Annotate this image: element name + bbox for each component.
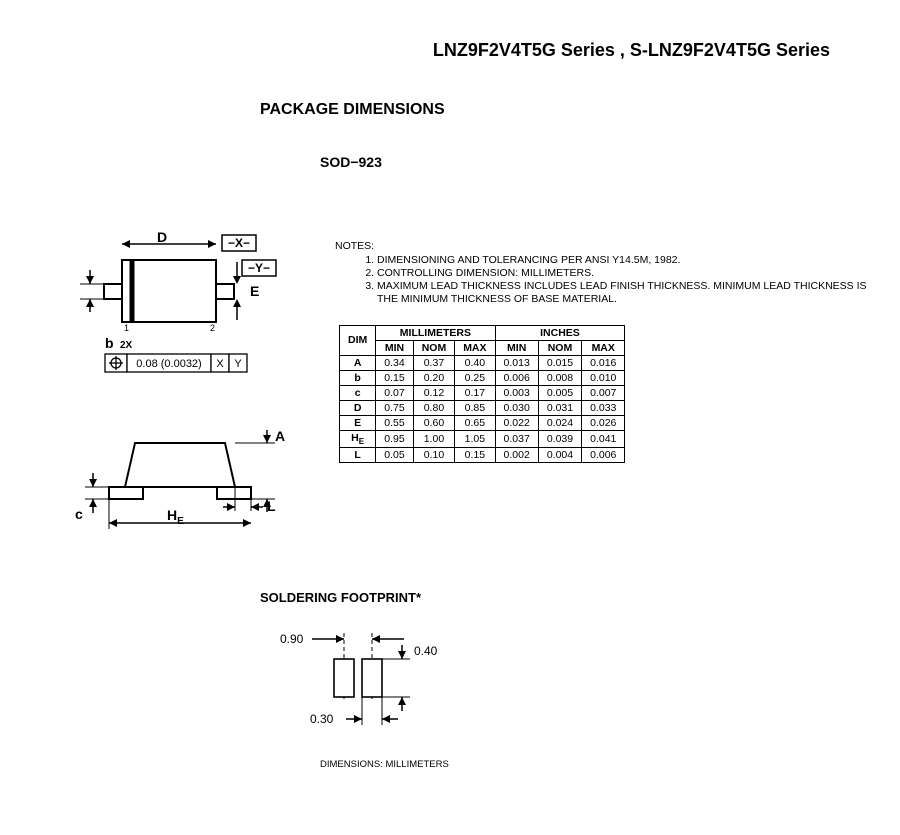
section-title: PACKAGE DIMENSIONS: [260, 101, 870, 119]
pin-2: 2: [210, 323, 215, 333]
table-row: MINNOMMAX MINNOMMAX: [340, 340, 625, 355]
package-side-view-diagram: A c L: [75, 425, 295, 540]
label-b2x: 2X: [120, 340, 133, 351]
fp-spacing: 0.90: [280, 632, 304, 646]
dimensions-table: DIM MILLIMETERS INCHES MINNOMMAX MINNOMM…: [339, 325, 625, 463]
fp-pad-w: 0.30: [310, 712, 334, 726]
label-D: D: [157, 230, 167, 245]
label-Y: −Y−: [248, 261, 270, 275]
label-b: b: [105, 335, 114, 351]
label-X: −X−: [228, 236, 250, 250]
package-code: SOD−923: [320, 154, 870, 170]
note-item: CONTROLLING DIMENSION: MILLIMETERS.: [377, 267, 870, 280]
notes-list: DIMENSIONING AND TOLERANCING PER ANSI Y1…: [335, 254, 870, 307]
table-row: c0.070.120.170.0030.0050.007: [340, 385, 625, 400]
col-mm: MILLIMETERS: [376, 325, 495, 340]
table-row: L0.050.100.150.0020.0040.006: [340, 447, 625, 462]
table-row: A0.340.370.400.0130.0150.016: [340, 355, 625, 370]
table-row: b0.150.200.250.0060.0080.010: [340, 370, 625, 385]
gdt-Y: Y: [234, 358, 242, 370]
gdt-X: X: [216, 358, 224, 370]
note-item: MAXIMUM LEAD THICKNESS INCLUDES LEAD FIN…: [377, 280, 870, 306]
gdt-tolerance: 0.08 (0.0032): [136, 358, 201, 370]
label-c: c: [75, 506, 83, 522]
notes-label: NOTES:: [335, 240, 870, 252]
label-L: L: [267, 498, 276, 514]
label-E: E: [250, 283, 259, 299]
col-dim: DIM: [340, 325, 376, 355]
soldering-footprint-diagram: 0.90 0.40 0.30: [250, 625, 870, 745]
package-top-view-diagram: D −X− −Y− 1 2: [80, 230, 290, 395]
note-item: DIMENSIONING AND TOLERANCING PER ANSI Y1…: [377, 254, 870, 267]
table-row: DIM MILLIMETERS INCHES: [340, 325, 625, 340]
pin-1: 1: [124, 323, 129, 333]
soldering-title: SOLDERING FOOTPRINT*: [260, 590, 870, 605]
page-title: LNZ9F2V4T5G Series , S-LNZ9F2V4T5G Serie…: [30, 40, 830, 61]
fp-pad-h: 0.40: [414, 644, 438, 658]
col-in: INCHES: [495, 325, 625, 340]
label-HE: H: [167, 507, 177, 523]
table-row: E0.550.600.650.0220.0240.026: [340, 415, 625, 430]
svg-text:HE: HE: [167, 507, 184, 527]
table-row: HE0.951.001.050.0370.0390.041: [340, 430, 625, 447]
footprint-units: DIMENSIONS: MILLIMETERS: [320, 759, 870, 770]
table-row: D0.750.800.850.0300.0310.033: [340, 400, 625, 415]
label-A: A: [275, 428, 285, 444]
